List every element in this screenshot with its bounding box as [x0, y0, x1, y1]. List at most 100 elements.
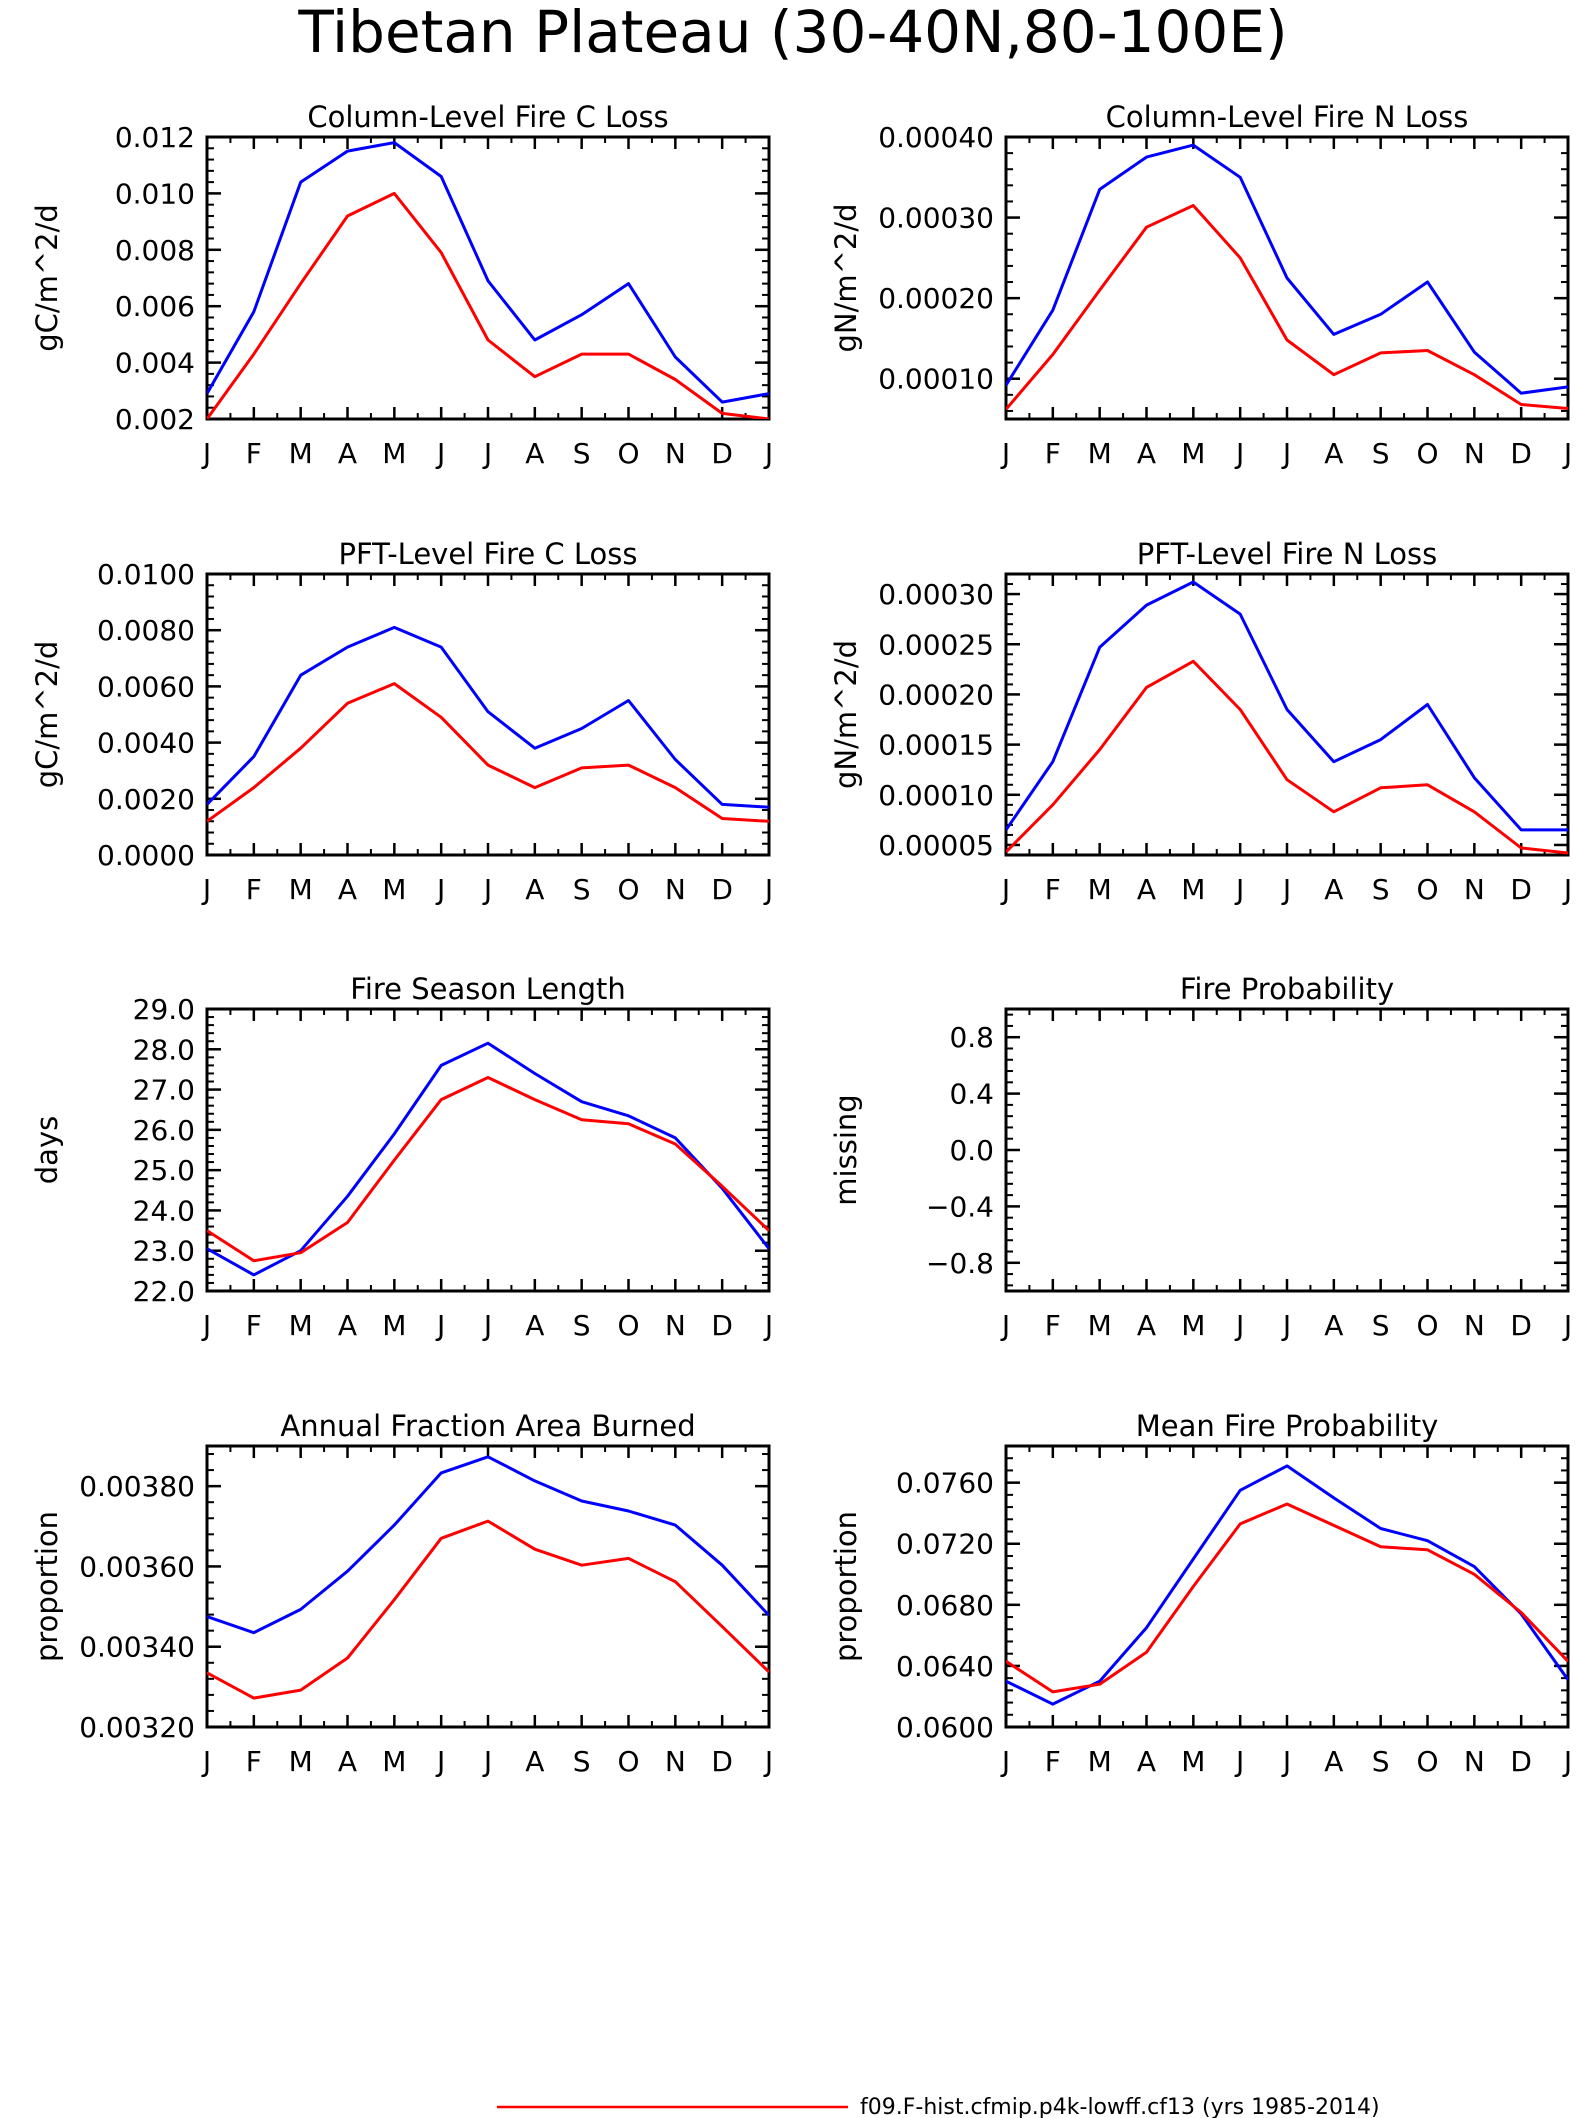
x-tick-label: O [1416, 1745, 1438, 1778]
x-tick-label: J [1234, 437, 1244, 470]
y-tick-label: 0.002 [115, 403, 195, 436]
plot-frame [1004, 1007, 1570, 1293]
x-tick-label: S [1372, 873, 1390, 906]
y-tick-label: 0.00030 [878, 578, 994, 611]
x-tick-label: S [1372, 1309, 1390, 1342]
series-line-blue [207, 625, 769, 809]
x-tick-label: N [1464, 437, 1485, 470]
x-tick-label: A [338, 1745, 357, 1778]
x-tick-label: J [763, 1745, 773, 1778]
x-tick-label: S [573, 873, 591, 906]
x-tick-label: D [1510, 1745, 1532, 1778]
x-tick-label: J [201, 437, 211, 470]
y-tick-label: 0.0040 [97, 727, 195, 760]
x-tick-label: S [573, 1309, 591, 1342]
series-line-red [207, 682, 769, 823]
series-line-blue [207, 1041, 769, 1277]
y-tick-label: 0.0060 [97, 670, 195, 703]
series-line-red [207, 1519, 769, 1700]
y-tick-label: 0.00340 [79, 1631, 195, 1664]
x-tick-label: F [1045, 1745, 1061, 1778]
x-tick-label: M [1088, 437, 1112, 470]
x-tick-label: J [201, 1309, 211, 1342]
x-tick-label: D [711, 1745, 733, 1778]
x-tick-label: S [1372, 437, 1390, 470]
x-tick-label: J [482, 873, 492, 906]
x-tick-label: M [289, 1745, 313, 1778]
x-tick-label: M [1088, 873, 1112, 906]
y-tick-label: 0.00320 [79, 1711, 195, 1744]
y-tick-label: 0.8 [949, 1021, 994, 1054]
x-tick-label: S [573, 437, 591, 470]
x-tick-label: J [1000, 437, 1010, 470]
x-tick-label: A [338, 437, 357, 470]
y-tick-label: 0.0680 [896, 1589, 994, 1622]
x-tick-label: J [201, 1745, 211, 1778]
panel-title: Mean Fire Probability [1136, 1409, 1439, 1443]
panel-title: Annual Fraction Area Burned [280, 1409, 695, 1443]
y-tick-label: 0.00020 [878, 282, 994, 315]
y-axis-label: proportion [30, 1511, 64, 1662]
y-tick-label: 22.0 [133, 1275, 195, 1308]
y-tick-label: 0.0000 [97, 839, 195, 872]
x-tick-label: M [382, 437, 406, 470]
y-axis-label: gC/m^2/d [30, 641, 64, 789]
x-tick-label: F [1045, 437, 1061, 470]
y-tick-label: 0.0100 [97, 558, 195, 591]
y-tick-label: 0.00030 [878, 202, 994, 235]
chart-panels: J F M A M J J A S O N D J0.0020.0040.0060.0080.0100.… [30, 100, 1572, 1778]
x-tick-label: M [1088, 1309, 1112, 1342]
y-tick-label: 0.0760 [896, 1467, 994, 1500]
series-line-red [207, 1076, 769, 1263]
x-tick-label: D [1510, 873, 1532, 906]
x-tick-label: M [382, 873, 406, 906]
x-tick-label: F [246, 1745, 262, 1778]
x-tick-label: O [617, 1745, 639, 1778]
x-tick-label: A [525, 437, 544, 470]
series-line-red [1006, 204, 1568, 411]
x-tick-label: A [1324, 873, 1343, 906]
y-tick-label: 29.0 [133, 993, 195, 1026]
x-tick-label: J [1234, 1309, 1244, 1342]
panel-title: Column-Level Fire C Loss [307, 100, 668, 134]
x-tick-label: J [435, 873, 445, 906]
panel-pft-level-fire-n-loss: J F M A M J J A S O N D J0.000050.000100.000150.0002… [829, 537, 1572, 906]
x-tick-label: J [435, 1309, 445, 1342]
x-tick-label: A [1137, 1309, 1156, 1342]
x-tick-label: M [1088, 1745, 1112, 1778]
y-tick-label: 0.4 [949, 1078, 994, 1111]
x-tick-label: A [1137, 873, 1156, 906]
y-axis-label: days [30, 1116, 64, 1184]
series-line-red [1006, 659, 1568, 855]
y-tick-label: 0.00040 [878, 121, 994, 154]
y-tick-label: 24.0 [133, 1194, 195, 1227]
x-tick-label: J [482, 437, 492, 470]
panel-title: PFT-Level Fire N Loss [1137, 537, 1437, 571]
x-tick-label: M [1181, 1309, 1205, 1342]
x-tick-label: J [1562, 437, 1572, 470]
series-line-red [1006, 1502, 1568, 1694]
x-tick-label: A [338, 873, 357, 906]
x-tick-label: A [1324, 1309, 1343, 1342]
y-tick-label: 0.0720 [896, 1528, 994, 1561]
x-tick-label: A [1137, 1745, 1156, 1778]
y-tick-label: 0.0080 [97, 614, 195, 647]
y-axis-label: proportion [829, 1511, 863, 1662]
figure-title: Tibetan Plateau (30-40N,80-100E) [297, 0, 1287, 66]
x-tick-label: O [1416, 873, 1438, 906]
x-tick-label: M [289, 1309, 313, 1342]
series-line-blue [1006, 1464, 1568, 1706]
x-tick-label: D [1510, 437, 1532, 470]
x-tick-label: O [617, 873, 639, 906]
panel-mean-fire-probability: J F M A M J J A S O N D J0.06000.06400.06800.07200.0… [829, 1409, 1572, 1778]
y-axis-label: gN/m^2/d [829, 203, 863, 352]
x-tick-label: D [711, 437, 733, 470]
y-tick-label: 0.004 [115, 347, 195, 380]
x-tick-label: N [1464, 873, 1485, 906]
x-tick-label: M [1181, 873, 1205, 906]
panel-annual-fraction-area-burned: J F M A M J J A S O N D J0.003200.003400.003600.0038… [30, 1409, 773, 1778]
x-tick-label: A [525, 1745, 544, 1778]
x-tick-label: A [1324, 437, 1343, 470]
x-tick-label: M [382, 1309, 406, 1342]
x-tick-label: N [1464, 1745, 1485, 1778]
